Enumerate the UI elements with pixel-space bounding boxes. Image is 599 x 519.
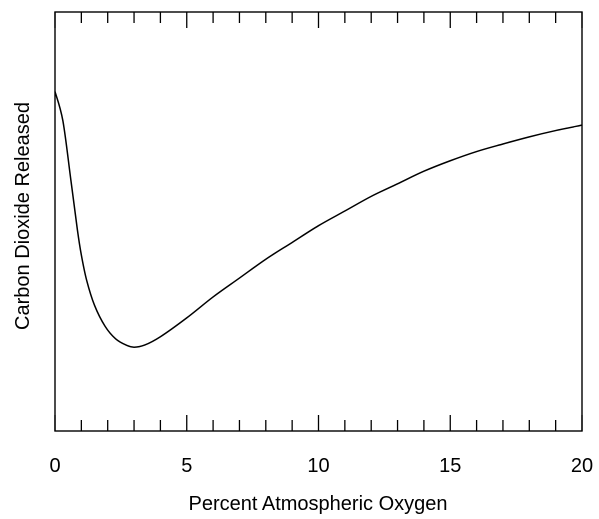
x-tick-label: 10 (307, 455, 329, 477)
x-tick-label: 5 (181, 455, 192, 477)
data-line (54, 91, 583, 348)
x-axis-label: Percent Atmospheric Oxygen (188, 493, 447, 515)
x-tick-label: 0 (49, 455, 60, 477)
x-tick-labels: 0 5 10 15 20 (49, 455, 593, 477)
x-tick-label: 20 (571, 455, 593, 477)
tick-marks (54, 12, 583, 431)
plot-frame (54, 11, 583, 432)
y-axis-label: Carbon Dioxide Released (12, 102, 34, 330)
x-tick-label: 15 (439, 455, 461, 477)
